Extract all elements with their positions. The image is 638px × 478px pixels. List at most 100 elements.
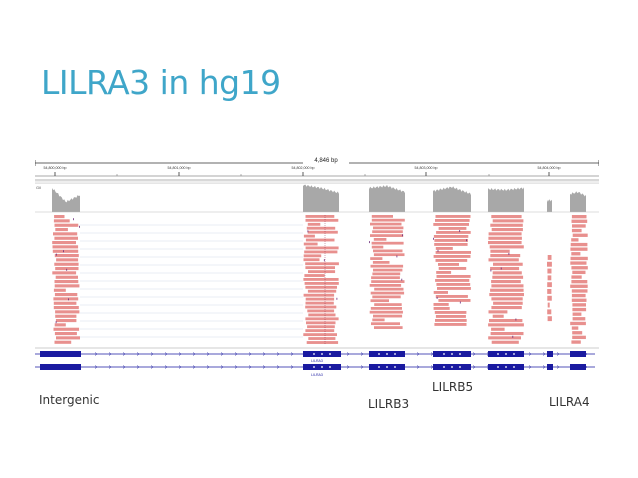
aligned-read — [547, 316, 552, 322]
aligned-read — [570, 284, 588, 288]
aligned-read — [571, 238, 579, 242]
mismatch-mark — [402, 234, 403, 237]
coverage-peak — [433, 186, 471, 212]
aligned-read — [303, 333, 337, 337]
aligned-read — [305, 297, 335, 301]
igv-view[interactable]: 4,846 bp 54,800,000 bp 54,801,000 bp 54,80… — [35, 155, 599, 386]
aligned-read — [572, 312, 582, 316]
aligned-read — [303, 258, 320, 262]
mismatch-mark — [512, 335, 514, 338]
exon-marker — [378, 353, 380, 355]
strand-arrow — [248, 352, 252, 356]
aligned-read — [572, 335, 586, 340]
aligned-read — [433, 223, 469, 226]
strand-arrow — [472, 365, 476, 369]
aligned-read — [373, 314, 403, 318]
aligned-read — [547, 282, 552, 288]
aligned-read — [547, 261, 552, 267]
strand-arrow — [276, 365, 280, 369]
aligned-read — [305, 262, 339, 266]
mismatch-mark — [79, 225, 80, 228]
window-width-ruler: 4,846 bp — [35, 155, 599, 166]
exon-marker — [497, 366, 499, 368]
exon-marker — [443, 353, 445, 355]
lilra4-label: LILRA4 — [549, 395, 590, 409]
aligned-read — [572, 224, 586, 228]
aligned-read — [305, 238, 335, 242]
aligned-read — [307, 230, 338, 234]
strand-arrow — [94, 352, 98, 356]
aligned-read — [370, 307, 402, 310]
aligned-read — [55, 275, 78, 279]
alignment-track[interactable] — [52, 215, 588, 345]
aligned-read — [491, 228, 523, 232]
aligned-read — [491, 215, 522, 219]
aligned-read — [572, 233, 588, 237]
aligned-read — [54, 236, 78, 240]
gene-track[interactable]: LILRA3 LILRA3 — [35, 351, 595, 377]
strand-arrow — [556, 352, 560, 356]
aligned-read — [306, 341, 339, 344]
strand-arrow — [94, 365, 98, 369]
strand-arrow — [416, 352, 420, 356]
exon-marker — [394, 353, 396, 355]
igv-browser-panel[interactable]: 4,846 bp 54,800,000 bp 54,801,000 bp 54,80… — [35, 155, 599, 386]
strand-arrow — [346, 352, 350, 356]
exon-marker — [505, 353, 507, 355]
strand-arrow — [206, 352, 210, 356]
exon-marker — [497, 353, 499, 355]
aligned-read — [571, 326, 579, 330]
aligned-read — [571, 293, 586, 298]
aligned-read — [571, 228, 582, 233]
strand-arrow — [290, 352, 294, 356]
aligned-read — [435, 219, 470, 222]
mismatch-mark — [55, 253, 57, 256]
aligned-read — [435, 247, 453, 250]
strand-arrow — [192, 365, 196, 369]
mismatch-mark — [66, 268, 68, 271]
exon-marker — [505, 366, 507, 368]
aligned-read — [435, 315, 466, 318]
mismatch-mark — [336, 297, 338, 300]
aligned-read — [306, 321, 336, 325]
aligned-read — [492, 219, 524, 223]
exon-marker — [443, 366, 445, 368]
aligned-read — [305, 266, 335, 270]
aligned-read — [572, 331, 583, 335]
exon-marker — [386, 353, 388, 355]
strand-arrow — [290, 365, 294, 369]
aligned-read — [374, 287, 404, 291]
aligned-read — [572, 303, 586, 307]
aligned-read — [489, 293, 524, 297]
exon-marker — [313, 353, 315, 355]
aligned-read — [436, 275, 471, 278]
aligned-read — [371, 218, 405, 222]
exon-marker — [513, 366, 515, 368]
aligned-read — [54, 254, 79, 258]
aligned-read — [433, 303, 449, 306]
aligned-read — [304, 274, 325, 277]
aligned-read — [371, 276, 400, 280]
aligned-read — [489, 319, 523, 323]
aligned-read — [570, 321, 586, 326]
track-label: Gil — [36, 185, 41, 190]
aligned-read — [370, 291, 405, 295]
aligned-read — [308, 270, 336, 274]
gene-exon — [547, 351, 553, 357]
aligned-read — [435, 279, 470, 282]
aligned-read — [371, 322, 400, 326]
coverage-peak — [488, 187, 524, 212]
strand-arrow — [220, 365, 224, 369]
aligned-read — [571, 298, 587, 302]
aligned-read — [372, 318, 385, 322]
ruler-tick-label: 54,804,000 bp — [538, 166, 561, 170]
mismatch-mark — [63, 250, 64, 253]
strand-arrow — [108, 365, 112, 369]
aligned-read — [571, 280, 588, 284]
exon-marker — [386, 366, 388, 368]
mismatch-mark — [490, 269, 492, 272]
aligned-read — [54, 293, 78, 297]
track-separators — [35, 179, 599, 349]
aligned-read — [571, 219, 588, 223]
coverage-track[interactable] — [52, 184, 586, 212]
